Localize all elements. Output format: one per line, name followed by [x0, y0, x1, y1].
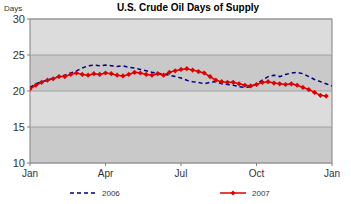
marker [120, 73, 125, 78]
x-tick [332, 163, 333, 166]
plot-area [30, 65, 332, 99]
marker [33, 83, 38, 88]
marker [207, 74, 212, 79]
marker [103, 70, 108, 75]
marker [266, 79, 271, 84]
x-tick [30, 163, 31, 166]
marker [56, 74, 61, 79]
y-tick [27, 91, 30, 92]
grid-line [30, 55, 332, 56]
marker [300, 85, 305, 90]
marker [178, 67, 183, 72]
marker [289, 81, 294, 86]
marker [242, 83, 247, 88]
x-tick-label: Jan [22, 168, 38, 179]
chart: 1015202530JanAprJulOctJanU.S. Crude Oil … [0, 0, 351, 204]
marker [306, 87, 311, 92]
marker [248, 83, 253, 88]
marker [271, 80, 276, 85]
x-tick-label: Jan [324, 168, 340, 179]
marker [283, 82, 288, 87]
plot-frame [30, 19, 332, 163]
marker [80, 72, 85, 77]
marker [254, 82, 259, 87]
y-tick-label: 15 [13, 121, 25, 133]
marker [173, 68, 178, 73]
x-tick-label: Apr [98, 168, 114, 179]
legend-label: 2007 [252, 189, 270, 198]
x-tick [256, 163, 257, 166]
legend-marker [230, 190, 235, 195]
legend-label: 2006 [102, 189, 120, 198]
band [30, 127, 332, 163]
y-tick [27, 19, 30, 20]
marker [155, 71, 160, 76]
y-tick [27, 127, 30, 128]
legend-marker [230, 190, 235, 195]
marker [167, 70, 172, 75]
marker [236, 81, 241, 86]
marker [45, 78, 50, 83]
marker [74, 70, 79, 75]
marker [91, 71, 96, 76]
grid-line [30, 91, 332, 92]
y-tick-label: 25 [13, 49, 25, 61]
marker [277, 81, 282, 86]
marker [202, 70, 207, 75]
band [30, 19, 332, 55]
marker [109, 71, 114, 76]
x-tick-label: Jul [175, 168, 188, 179]
marker [213, 78, 218, 83]
marker [295, 83, 300, 88]
marker [138, 70, 143, 75]
marker [115, 73, 120, 78]
marker [190, 68, 195, 73]
marker [231, 80, 236, 85]
band [30, 91, 332, 127]
marker [161, 73, 166, 78]
marker [149, 73, 154, 78]
grid-line [30, 19, 332, 20]
marker [39, 80, 44, 85]
marker [318, 93, 323, 98]
marker [68, 72, 73, 77]
marker [184, 66, 189, 71]
marker [312, 90, 317, 95]
y-tick-label: 20 [13, 85, 25, 97]
title: U.S. Crude Oil Days of Supply [117, 2, 260, 13]
marker [62, 74, 67, 79]
marker [51, 76, 56, 81]
series-line [30, 69, 326, 96]
y-axis-label: Days [4, 4, 22, 13]
legend: 2006 2007 [70, 189, 270, 198]
marker [196, 69, 201, 74]
series-line [30, 65, 332, 87]
marker [260, 80, 265, 85]
x-tick [105, 163, 106, 166]
marker [219, 79, 224, 84]
marker [144, 72, 149, 77]
marker [85, 73, 90, 78]
band [30, 55, 332, 91]
marker [132, 70, 137, 75]
x-tick-label: Oct [249, 168, 265, 179]
y-tick-label: 30 [13, 13, 25, 25]
marker [324, 93, 329, 98]
legend-swatch [70, 192, 96, 194]
marker [225, 80, 230, 85]
grid-line [30, 127, 332, 128]
y-tick [27, 55, 30, 56]
marker [97, 72, 102, 77]
marker [30, 86, 33, 91]
x-tick [181, 163, 182, 166]
marker [126, 72, 131, 77]
